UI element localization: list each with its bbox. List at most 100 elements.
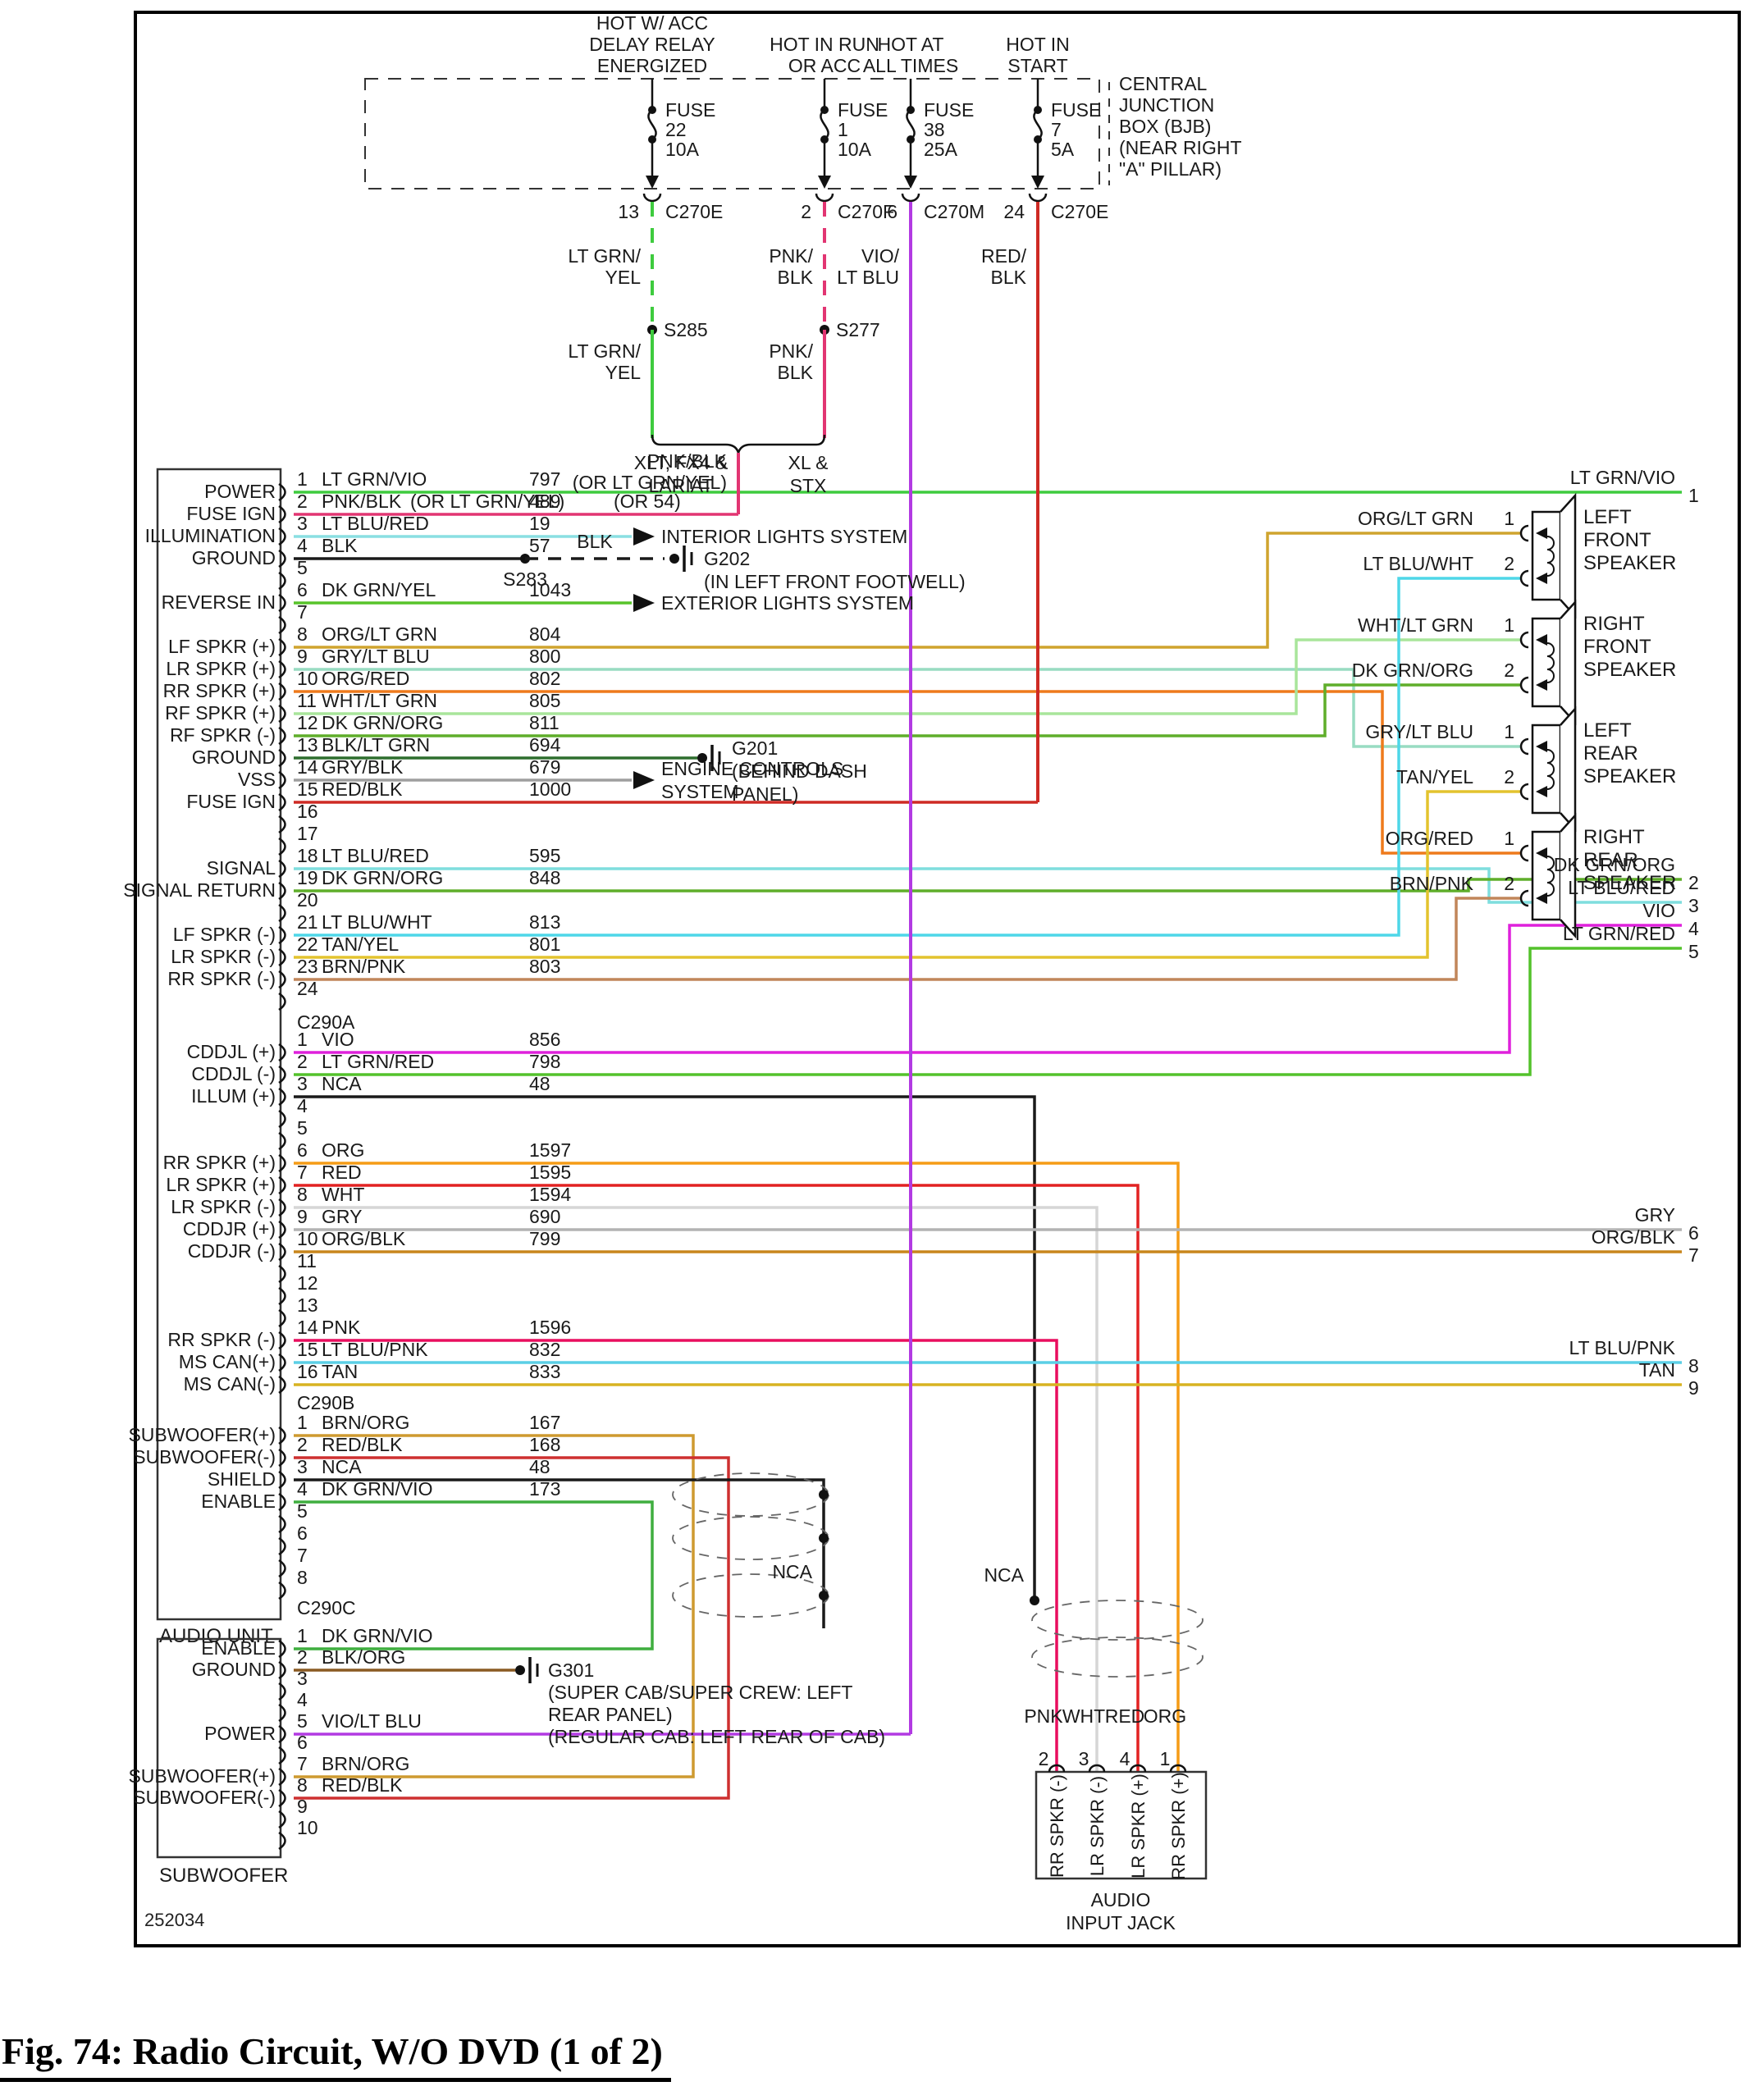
pin-cavity-icon: [278, 1514, 286, 1534]
pin-cavity-icon: [278, 593, 286, 613]
power-source-header: HOT W/ ACC: [596, 12, 708, 34]
connector-cavity-icon: [1519, 676, 1529, 694]
fuse-pin-number: 13: [618, 201, 639, 222]
pin-number: 10: [297, 1228, 318, 1249]
splice-dot: [819, 1490, 829, 1500]
pin-function-label: MS CAN(-): [184, 1373, 276, 1395]
circuit-number: 489: [529, 491, 560, 512]
pin-number: 8: [297, 1774, 308, 1796]
pin-function-label: SUBWOOFER(-): [133, 1787, 276, 1808]
pin-number: 1: [297, 1625, 308, 1646]
twisted-shield-icon: [672, 1516, 829, 1560]
pin-cavity-icon: [278, 1109, 286, 1129]
arrow-down-icon: [904, 176, 917, 189]
jack-function-label: LR SPKR (-): [1087, 1776, 1108, 1876]
pin-cavity-icon: [278, 1353, 286, 1372]
pin-cavity-icon: [278, 1153, 286, 1173]
fuse-pin-number: 24: [1003, 201, 1025, 222]
pin-function-label: RF SPKR (+): [165, 702, 276, 724]
wire: [294, 638, 1521, 715]
speaker-arrow-icon: [1536, 741, 1547, 752]
wire-name: RED/BLK: [322, 1434, 403, 1455]
pin-number: 18: [297, 845, 318, 866]
exit-wire-label: ORG/BLK: [1592, 1226, 1676, 1248]
fuse-label: 5A: [1051, 139, 1075, 160]
system-ref-label: SYSTEM: [661, 781, 739, 802]
fuse-label: FUSE: [924, 99, 974, 121]
wire-color-label: LT GRN/: [568, 340, 641, 362]
arrow-down-icon: [646, 176, 659, 189]
fuse-label: 22: [665, 119, 687, 140]
circuit-number: 694: [529, 734, 561, 756]
pin-cavity-icon: [278, 815, 286, 834]
pin-function-label: RR SPKR (-): [167, 968, 276, 989]
ground-label: (BEHIND DASH: [732, 760, 867, 782]
system-ref-label: ENGINE CONTROLS: [661, 758, 843, 779]
wire-color-label: BLK: [778, 362, 814, 383]
pin-number: 11: [297, 1250, 317, 1271]
pin-function-label: LR SPKR (-): [171, 946, 276, 967]
pin-cavity-icon: [278, 704, 286, 724]
ground-label: (IN LEFT FRONT FOOTWELL): [704, 571, 966, 592]
pin-function-label: FUSE IGN: [186, 791, 276, 812]
pin-cavity-icon: [278, 1198, 286, 1217]
wire-color-label: BLK: [991, 267, 1027, 288]
diagram-border: [134, 11, 1741, 1947]
pin-cavity-icon: [278, 1746, 286, 1765]
speaker-wire-label: BRN/PNK: [1390, 873, 1474, 894]
exit-number: 3: [1688, 895, 1699, 916]
pin-cavity-icon: [278, 1639, 286, 1659]
wire: [294, 1478, 825, 1628]
fuse-connector-name: C270E: [1051, 201, 1108, 222]
pin-cavity-icon: [278, 1703, 286, 1723]
twisted-shield-icon: [1031, 1637, 1204, 1678]
connector-cavity-icon: [1519, 737, 1529, 756]
connector-cavity-icon: [1048, 1764, 1066, 1773]
circuit-number: 48: [529, 1073, 550, 1094]
circuit-number: 833: [529, 1361, 560, 1382]
pin-number: 5: [297, 1500, 308, 1522]
wire: [294, 683, 1521, 737]
pin-number: 1: [297, 468, 308, 490]
splice-dot: [697, 753, 707, 763]
pin-number: 7: [297, 1162, 308, 1183]
wire: [294, 867, 1682, 904]
connector-cavity-icon: [642, 193, 662, 203]
splice-label: S283: [503, 568, 547, 590]
pin-function-label: SUBWOOFER(+): [128, 1765, 276, 1787]
circuit-number: 690: [529, 1206, 560, 1227]
junction-box-label: BOX (BJB): [1119, 116, 1211, 137]
pin-number: 7: [297, 1545, 308, 1566]
speaker-arrow-icon: [1536, 786, 1547, 797]
speaker-name: REAR: [1583, 849, 1638, 871]
speaker-pin-number: 2: [1504, 873, 1514, 894]
power-source-header: ENERGIZED: [597, 55, 707, 76]
pin-cavity-icon: [278, 1426, 286, 1445]
speaker-coil-icon: [1546, 856, 1555, 897]
exit-wire-label: LT GRN/VIO: [1570, 467, 1675, 488]
circuit-number: 801: [529, 934, 560, 955]
pin-cavity-icon: [278, 1375, 286, 1395]
pin-function-label: LR SPKR (-): [171, 1196, 276, 1217]
trim-branch-label: XL &: [788, 452, 828, 473]
junction-box-label: "A" PILLAR): [1119, 158, 1222, 180]
pin-number: 5: [297, 557, 308, 578]
wire-name: WHT: [322, 1184, 364, 1205]
pin-number: 10: [297, 668, 318, 689]
power-source-header: ALL TIMES: [863, 55, 958, 76]
splice-dot: [819, 1591, 829, 1600]
audio-input-jack-box: [1035, 1770, 1208, 1880]
pin-number: 9: [297, 1796, 308, 1817]
trim-branch-label: STX: [790, 475, 827, 496]
speaker-wire-label: TAN/YEL: [1396, 766, 1473, 788]
pin-cavity-icon: [278, 726, 286, 746]
system-arrow-icon: [633, 771, 655, 789]
circuit-number: 832: [529, 1339, 560, 1360]
pin-number: 2: [297, 1434, 308, 1455]
jack-pin-number: 1: [1160, 1748, 1171, 1769]
wire-name: NCA: [322, 1456, 362, 1477]
power-source-header: OR ACC: [788, 55, 861, 76]
speaker-wire-label: DK GRN/ORG: [1352, 660, 1473, 681]
pin-function-label: SHIELD: [208, 1468, 276, 1490]
